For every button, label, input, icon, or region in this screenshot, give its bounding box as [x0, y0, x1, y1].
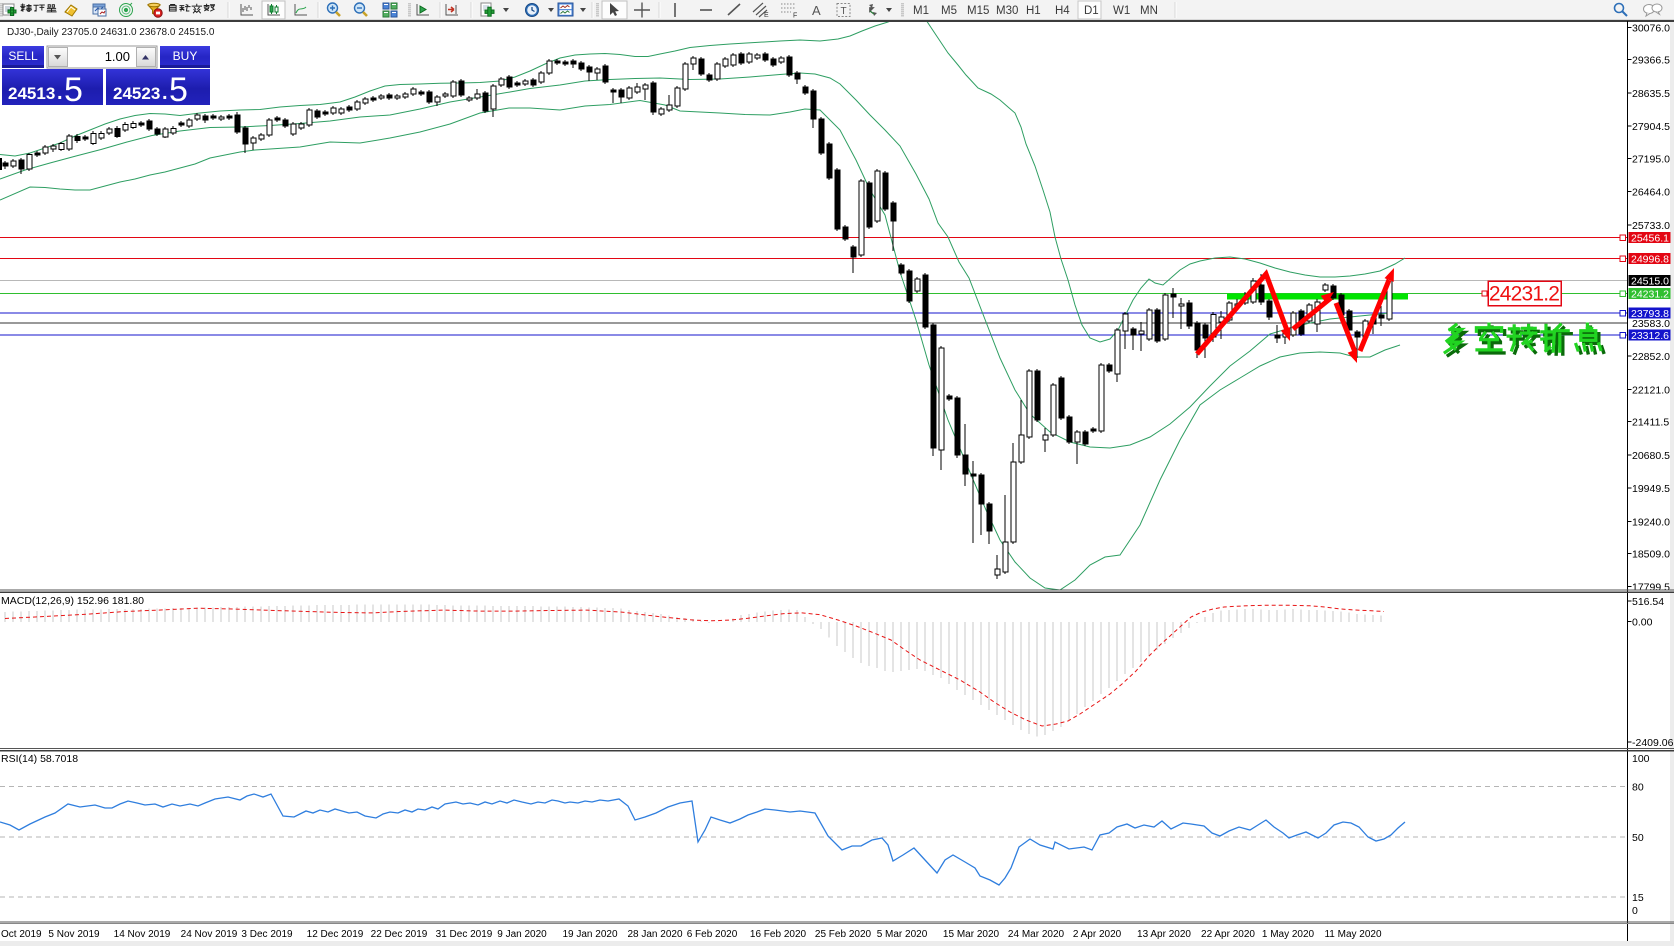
svg-text:27195.0: 27195.0 — [1632, 153, 1670, 165]
svg-text:27904.5: 27904.5 — [1632, 121, 1670, 133]
svg-text:W1: W1 — [1113, 5, 1130, 17]
svg-text:80: 80 — [1632, 781, 1644, 793]
svg-text:19 Jan 2020: 19 Jan 2020 — [562, 929, 617, 940]
svg-text:16 Feb 2020: 16 Feb 2020 — [750, 929, 807, 940]
svg-text:1.00: 1.00 — [105, 49, 130, 64]
svg-text:50: 50 — [1632, 832, 1644, 844]
svg-text:19240.0: 19240.0 — [1632, 516, 1670, 528]
svg-text:28 Jan 2020: 28 Jan 2020 — [627, 929, 682, 940]
svg-text:E: E — [764, 12, 769, 19]
svg-text:0.00: 0.00 — [1632, 617, 1653, 629]
svg-text:6 Feb 2020: 6 Feb 2020 — [687, 929, 738, 940]
svg-text:9 Jan 2020: 9 Jan 2020 — [497, 929, 547, 940]
svg-text:15: 15 — [1632, 892, 1644, 904]
svg-text:22 Dec 2019: 22 Dec 2019 — [371, 929, 428, 940]
svg-text:F: F — [793, 13, 797, 20]
svg-text:SELL: SELL — [8, 49, 38, 63]
svg-text:Oct 2019: Oct 2019 — [1, 929, 42, 940]
svg-text:19949.5: 19949.5 — [1632, 483, 1670, 495]
svg-text:.: . — [162, 82, 168, 104]
svg-text:MN: MN — [1140, 5, 1158, 17]
svg-text:12 Dec 2019: 12 Dec 2019 — [307, 929, 364, 940]
svg-text:25 Feb 2020: 25 Feb 2020 — [815, 929, 872, 940]
svg-text:22121.0: 22121.0 — [1632, 384, 1670, 396]
svg-text:RSI(14) 58.7018: RSI(14) 58.7018 — [1, 753, 78, 765]
svg-text:M5: M5 — [941, 5, 957, 17]
svg-text:2 Apr 2020: 2 Apr 2020 — [1073, 929, 1122, 940]
svg-text:24 Mar 2020: 24 Mar 2020 — [1008, 929, 1065, 940]
svg-text:24513: 24513 — [8, 84, 55, 103]
svg-text:24231.2: 24231.2 — [1631, 288, 1669, 300]
svg-text:H1: H1 — [1026, 5, 1041, 17]
svg-text:25456.1: 25456.1 — [1631, 233, 1669, 245]
svg-text:20680.5: 20680.5 — [1632, 450, 1670, 462]
svg-text:24231.2: 24231.2 — [1489, 283, 1559, 306]
svg-text:31 Dec 2019: 31 Dec 2019 — [436, 929, 493, 940]
svg-text:H4: H4 — [1055, 5, 1070, 17]
svg-text:23793.8: 23793.8 — [1631, 308, 1669, 320]
svg-text:1 May 2020: 1 May 2020 — [1262, 929, 1315, 940]
svg-text:21411.5: 21411.5 — [1632, 417, 1669, 429]
svg-text:26464.0: 26464.0 — [1632, 187, 1670, 199]
svg-text:T: T — [841, 6, 847, 17]
svg-text:516.54: 516.54 — [1632, 596, 1664, 608]
svg-text:BUY: BUY — [173, 49, 198, 63]
svg-text:29366.5: 29366.5 — [1632, 55, 1670, 67]
svg-text:18509.0: 18509.0 — [1632, 549, 1670, 561]
svg-text:5: 5 — [64, 71, 83, 109]
svg-text:11 May 2020: 11 May 2020 — [1324, 929, 1382, 940]
svg-text:24 Nov 2019: 24 Nov 2019 — [181, 929, 238, 940]
svg-text:15 Mar 2020: 15 Mar 2020 — [943, 929, 1000, 940]
svg-text:.: . — [57, 82, 63, 104]
svg-text:24523: 24523 — [113, 84, 160, 103]
svg-text:M30: M30 — [996, 5, 1018, 17]
svg-text:M1: M1 — [913, 5, 929, 17]
svg-text:MACD(12,26,9) 152.96 181.80: MACD(12,26,9) 152.96 181.80 — [1, 595, 144, 607]
svg-text:23583.0: 23583.0 — [1632, 318, 1670, 330]
svg-text:0: 0 — [1632, 905, 1638, 917]
svg-text:24515.0: 24515.0 — [1631, 275, 1669, 287]
svg-text:30076.0: 30076.0 — [1632, 22, 1670, 34]
svg-text:22 Apr 2020: 22 Apr 2020 — [1201, 929, 1255, 940]
svg-text:M15: M15 — [967, 5, 989, 17]
svg-text:5 Nov 2019: 5 Nov 2019 — [48, 929, 100, 940]
svg-text:100: 100 — [1632, 753, 1650, 765]
svg-text:-2409.06: -2409.06 — [1632, 737, 1674, 749]
svg-text:14 Nov 2019: 14 Nov 2019 — [114, 929, 171, 940]
svg-text:A: A — [812, 3, 821, 18]
svg-text:D1: D1 — [1084, 5, 1099, 17]
svg-text:22852.0: 22852.0 — [1632, 351, 1670, 363]
svg-text:24996.8: 24996.8 — [1631, 254, 1669, 266]
svg-text:3 Dec 2019: 3 Dec 2019 — [241, 929, 293, 940]
svg-text:23312.6: 23312.6 — [1631, 330, 1669, 342]
svg-text:13 Apr 2020: 13 Apr 2020 — [1137, 929, 1191, 940]
svg-text:25733.0: 25733.0 — [1632, 220, 1670, 232]
svg-text:5 Mar 2020: 5 Mar 2020 — [877, 929, 928, 940]
svg-text:5: 5 — [169, 71, 188, 109]
svg-text:DJ30-,Daily 23705.0 24631.0 2: DJ30-,Daily 23705.0 24631.0 23678.0 2451… — [7, 27, 215, 38]
svg-text:28635.5: 28635.5 — [1632, 88, 1670, 100]
